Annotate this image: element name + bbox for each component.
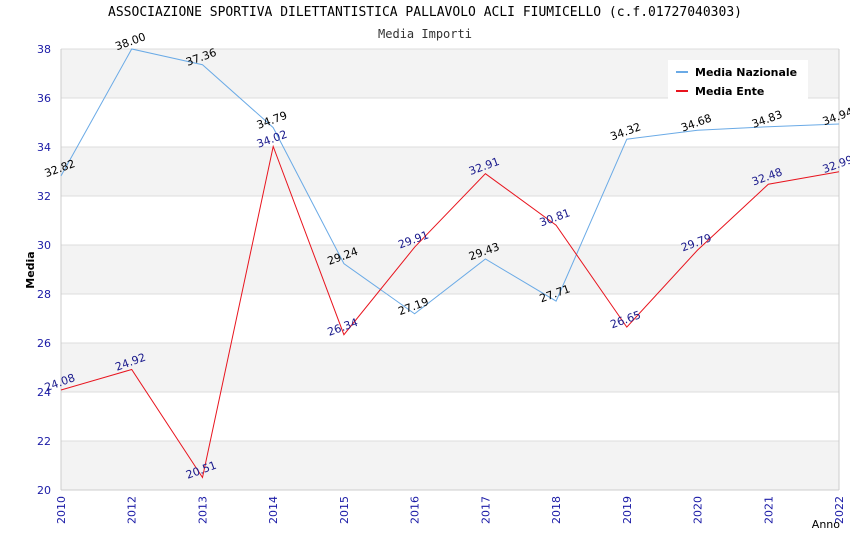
x-tick-label: 2021 — [762, 496, 775, 524]
grid-band — [61, 343, 839, 392]
x-tick-label: 2014 — [267, 496, 280, 524]
series-line-media-ente — [60, 144, 840, 479]
x-tick-label: 2015 — [338, 496, 351, 524]
x-tick-label: 2012 — [126, 496, 139, 524]
series-line-media-nazionale — [60, 48, 840, 315]
y-tick-label: 30 — [37, 239, 51, 252]
legend-box — [668, 60, 808, 100]
x-tick-label: 2017 — [479, 496, 492, 524]
x-axis-title: Anno — [812, 518, 840, 531]
y-tick-label: 28 — [37, 288, 51, 301]
data-label: 34.83 — [750, 108, 784, 131]
x-tick-label: 2010 — [55, 496, 68, 524]
legend-label: Media Nazionale — [695, 66, 797, 79]
y-tick-label: 34 — [37, 141, 51, 154]
y-tick-label: 24 — [37, 386, 51, 399]
y-tick-label: 26 — [37, 337, 51, 350]
legend-label: Media Ente — [695, 85, 764, 98]
chart-title: ASSOCIAZIONE SPORTIVA DILETTANTISTICA PA… — [108, 5, 742, 20]
data-label: 34.68 — [679, 112, 713, 135]
y-axis-title: Media — [24, 251, 37, 288]
x-tick-label: 2018 — [550, 496, 563, 524]
y-tick-label: 38 — [37, 43, 51, 56]
y-tick-label: 20 — [37, 484, 51, 497]
data-label: 34.94 — [821, 105, 850, 128]
data-label: 26.65 — [609, 308, 643, 331]
y-tick-label: 36 — [37, 92, 51, 105]
x-tick-label: 2016 — [409, 496, 422, 524]
x-tick-label: 2013 — [196, 496, 209, 524]
data-label: 26.34 — [326, 316, 360, 339]
grid-band — [61, 147, 839, 196]
y-tick-label: 22 — [37, 435, 51, 448]
chart-subtitle: Media Importi — [378, 27, 472, 41]
data-label: 34.32 — [609, 120, 643, 143]
x-tick-label: 2019 — [621, 496, 634, 524]
grid-band — [61, 441, 839, 490]
data-label: 30.81 — [538, 206, 572, 229]
data-label: 27.19 — [396, 295, 430, 318]
x-tick-label: 2020 — [692, 496, 705, 524]
x-tick-label: 2022 — [833, 496, 846, 524]
y-tick-label: 32 — [37, 190, 51, 203]
